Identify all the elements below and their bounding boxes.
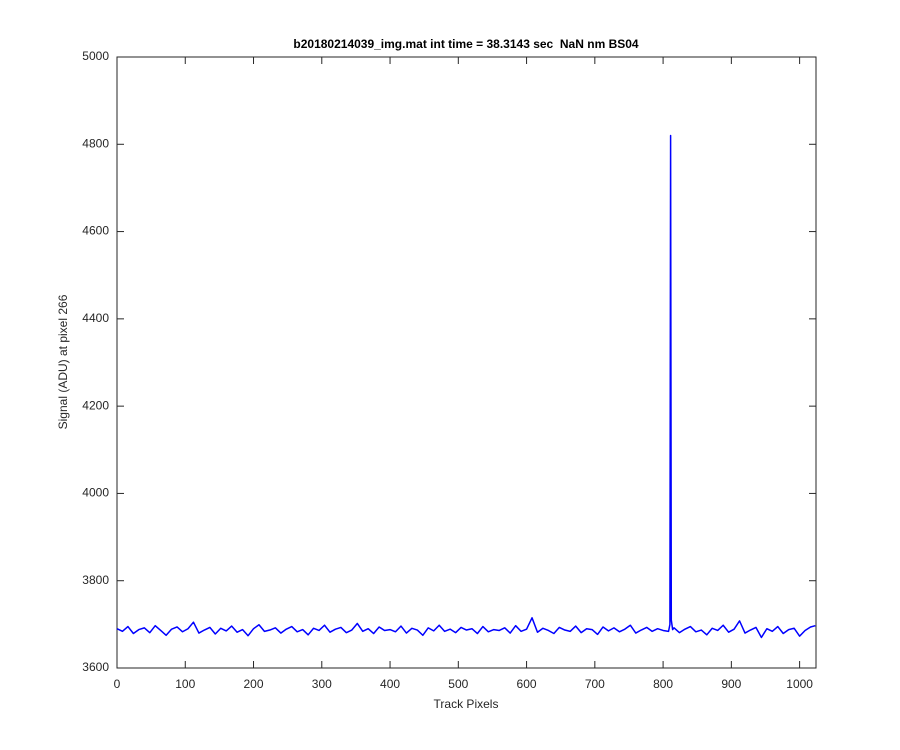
y-tick-label: 5000 [82, 49, 109, 63]
y-tick-label: 4600 [82, 224, 109, 238]
data-line [116, 134, 816, 639]
x-tick-label: 200 [244, 677, 264, 691]
x-tick-label: 800 [653, 677, 673, 691]
x-tick-label: 100 [175, 677, 195, 691]
chart-title: b20180214039_img.mat int time = 38.3143 … [293, 37, 639, 51]
y-tick-label: 3600 [82, 660, 109, 674]
y-tick-label: 3800 [82, 573, 109, 587]
x-tick-label: 700 [585, 677, 605, 691]
x-tick-label: 900 [721, 677, 741, 691]
x-tick-label: 300 [312, 677, 332, 691]
x-tick-label: 1000 [786, 677, 813, 691]
x-axis-label: Track Pixels [434, 697, 499, 711]
x-tick-label: 400 [380, 677, 400, 691]
x-tick-label: 600 [517, 677, 537, 691]
x-tick-label: 500 [448, 677, 468, 691]
y-tick-label: 4000 [82, 486, 109, 500]
axes-box [116, 56, 817, 669]
y-axis-label: Signal (ADU) at pixel 266 [56, 294, 70, 429]
y-tick-label: 4800 [82, 136, 109, 150]
y-tick-label: 4400 [82, 311, 109, 325]
y-tick-label: 4200 [82, 398, 109, 412]
x-tick-label: 0 [114, 677, 121, 691]
